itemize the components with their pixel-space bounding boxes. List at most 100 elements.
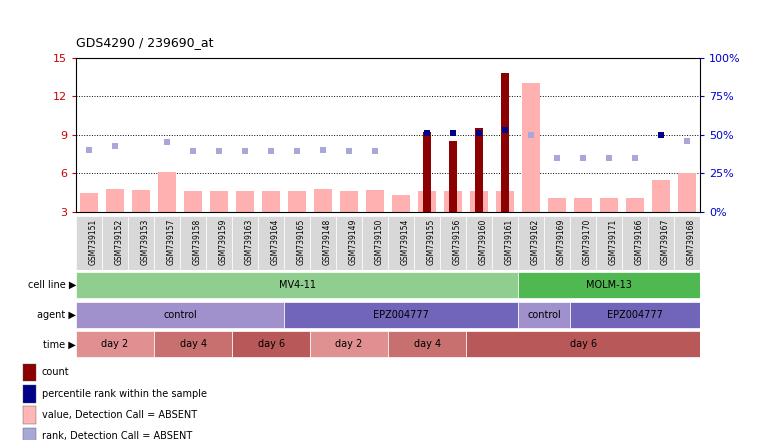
Bar [262, 191, 280, 212]
Bar [475, 128, 483, 212]
Text: MV4-11: MV4-11 [279, 280, 316, 290]
Bar [574, 198, 592, 212]
Bar [492, 216, 517, 270]
Bar [23, 428, 37, 444]
Bar [366, 190, 384, 212]
Bar [626, 198, 645, 212]
Bar [259, 216, 284, 270]
Bar [466, 331, 700, 357]
Bar [23, 385, 37, 403]
Bar [76, 216, 102, 270]
Bar [106, 189, 124, 212]
Text: GSM739165: GSM739165 [297, 219, 306, 265]
Bar [210, 191, 228, 212]
Text: cell line ▶: cell line ▶ [27, 280, 76, 290]
Text: GSM739156: GSM739156 [453, 219, 462, 265]
Bar [76, 301, 284, 328]
Text: count: count [42, 368, 69, 377]
Text: day 4: day 4 [180, 339, 207, 349]
Text: GDS4290 / 239690_at: GDS4290 / 239690_at [76, 36, 214, 49]
Bar [652, 180, 670, 212]
Text: percentile rank within the sample: percentile rank within the sample [42, 389, 206, 399]
Bar [423, 132, 431, 212]
Bar [600, 198, 618, 212]
Text: time ▶: time ▶ [43, 339, 76, 349]
Bar [154, 331, 232, 357]
Text: GSM739162: GSM739162 [531, 219, 540, 265]
Bar [622, 216, 648, 270]
Bar [548, 198, 566, 212]
Bar [466, 216, 492, 270]
Bar [336, 216, 361, 270]
Text: GSM739161: GSM739161 [505, 219, 514, 265]
Bar [415, 216, 440, 270]
Text: rank, Detection Call = ABSENT: rank, Detection Call = ABSENT [42, 432, 192, 441]
Bar [232, 331, 310, 357]
Bar [388, 216, 414, 270]
Bar [496, 191, 514, 212]
Text: value, Detection Call = ABSENT: value, Detection Call = ABSENT [42, 410, 196, 420]
Text: GSM739153: GSM739153 [141, 219, 150, 265]
Bar [206, 216, 232, 270]
Bar [501, 73, 509, 212]
Bar [571, 301, 700, 328]
Text: GSM739148: GSM739148 [323, 219, 332, 265]
Text: day 2: day 2 [101, 339, 129, 349]
Bar [518, 301, 570, 328]
Bar [288, 191, 306, 212]
Bar [132, 190, 150, 212]
Bar [441, 216, 466, 270]
Text: EPZ004777: EPZ004777 [373, 309, 429, 320]
Bar [362, 216, 388, 270]
Text: day 6: day 6 [257, 339, 285, 349]
Bar [76, 272, 517, 298]
Text: GSM739149: GSM739149 [349, 219, 358, 265]
Bar [184, 191, 202, 212]
Text: control: control [527, 309, 561, 320]
Bar [80, 193, 98, 212]
Bar [678, 173, 696, 212]
Text: GSM739151: GSM739151 [89, 219, 98, 265]
Bar [154, 216, 180, 270]
Text: EPZ004777: EPZ004777 [607, 309, 663, 320]
Text: GSM739166: GSM739166 [635, 219, 644, 265]
Text: GSM739158: GSM739158 [193, 219, 202, 265]
Bar [444, 191, 462, 212]
Bar [314, 189, 333, 212]
Bar [449, 141, 457, 212]
Text: day 6: day 6 [569, 339, 597, 349]
Bar [285, 301, 517, 328]
Bar [340, 191, 358, 212]
Bar [674, 216, 700, 270]
Bar [158, 172, 177, 212]
Text: GSM739164: GSM739164 [271, 219, 280, 265]
Text: GSM739167: GSM739167 [661, 219, 670, 265]
Bar [597, 216, 622, 270]
Bar [310, 216, 336, 270]
Text: GSM739168: GSM739168 [687, 219, 696, 265]
Bar [310, 331, 388, 357]
Bar [418, 191, 436, 212]
Bar [522, 83, 540, 212]
Bar [180, 216, 205, 270]
Text: GSM739171: GSM739171 [609, 219, 618, 265]
Bar [103, 216, 128, 270]
Text: GSM739170: GSM739170 [583, 219, 592, 265]
Text: control: control [163, 309, 197, 320]
Bar [544, 216, 570, 270]
Bar [470, 191, 489, 212]
Bar [236, 191, 254, 212]
Bar [23, 364, 37, 381]
Bar [285, 216, 310, 270]
Bar [232, 216, 258, 270]
Text: GSM739150: GSM739150 [375, 219, 384, 265]
Text: GSM739169: GSM739169 [557, 219, 566, 265]
Bar [76, 331, 154, 357]
Text: GSM739152: GSM739152 [115, 219, 124, 265]
Bar [571, 216, 596, 270]
Text: GSM739160: GSM739160 [479, 219, 488, 265]
Text: GSM739155: GSM739155 [427, 219, 436, 265]
Bar [129, 216, 154, 270]
Bar [388, 331, 466, 357]
Bar [518, 216, 544, 270]
